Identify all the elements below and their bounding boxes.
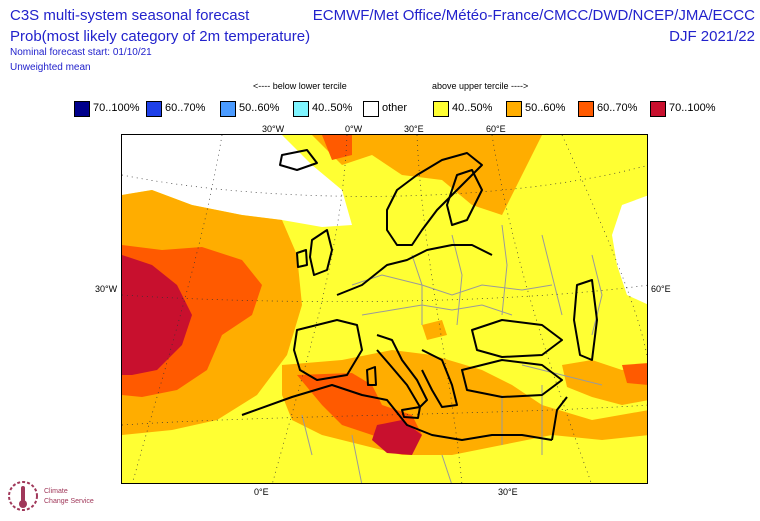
- region-above-70-100-libya: [372, 420, 422, 455]
- legend-label: 60..70%: [165, 102, 206, 114]
- legend-swatch: [293, 101, 309, 117]
- legend-label: 50..60%: [239, 102, 280, 114]
- legend-swatch: [363, 101, 379, 117]
- legend-swatch: [650, 101, 666, 117]
- legend-swatch: [578, 101, 594, 117]
- forecast-map: [121, 134, 648, 484]
- legend-label: 40..50%: [452, 102, 493, 114]
- legend-swatch: [74, 101, 90, 117]
- legend-label: 40..50%: [312, 102, 353, 114]
- centres-list: ECMWF/Met Office/Météo-France/CMCC/DWD/N…: [312, 7, 755, 24]
- grid-label-right-60e: 60°E: [651, 284, 671, 294]
- logo-mark-icon: [8, 481, 38, 511]
- climate-service-logo: Climate Change Service: [6, 478, 106, 518]
- legend-swatch: [220, 101, 236, 117]
- legend-label: 60..70%: [597, 102, 638, 114]
- grid-label-top-60e: 60°E: [486, 124, 506, 134]
- country-borders: [301, 224, 603, 483]
- region-above-60-70-east: [622, 363, 647, 385]
- legend-label: 70..100%: [93, 102, 140, 114]
- grid-label-top-30e: 30°E: [404, 124, 424, 134]
- region-other-north-atlantic: [122, 135, 352, 227]
- season-label: DJF 2021/22: [669, 28, 755, 45]
- chart-title: C3S multi-system seasonal forecast: [10, 7, 250, 24]
- region-above-50-60-north: [312, 135, 542, 215]
- coastlines: [241, 149, 598, 441]
- map-canvas: [122, 135, 647, 483]
- legend-above-caption: above upper tercile ---->: [432, 81, 529, 91]
- grid-label-left-30w: 30°W: [95, 284, 118, 294]
- logo-line-1: Climate: [44, 488, 68, 495]
- grid-label-top-0w: 0°W: [345, 124, 363, 134]
- region-above-70-100-atlantic: [122, 255, 192, 375]
- legend-swatch: [433, 101, 449, 117]
- legend-swatch: [506, 101, 522, 117]
- region-above-50-60-alps: [422, 320, 447, 340]
- legend-label: 50..60%: [525, 102, 566, 114]
- graticule: [122, 135, 647, 483]
- mean-note: Unweighted mean: [10, 62, 91, 73]
- legend-label: other: [382, 102, 408, 114]
- region-other-east: [612, 195, 647, 305]
- start-date-note: Nominal forecast start: 01/10/21: [10, 47, 152, 58]
- grid-label-top-30w: 30°W: [262, 124, 285, 134]
- chart-subtitle: Prob(most likely category of 2m temperat…: [10, 28, 311, 45]
- logo-line-2: Change Service: [44, 498, 94, 505]
- legend-swatch: [146, 101, 162, 117]
- region-above-60-70-north: [322, 135, 352, 160]
- legend-label: 70..100%: [669, 102, 716, 114]
- grid-label-bottom-0e: 0°E: [254, 487, 269, 497]
- grid-label-bottom-30e: 30°E: [498, 487, 518, 497]
- legend-below-caption: <---- below lower tercile: [253, 81, 347, 91]
